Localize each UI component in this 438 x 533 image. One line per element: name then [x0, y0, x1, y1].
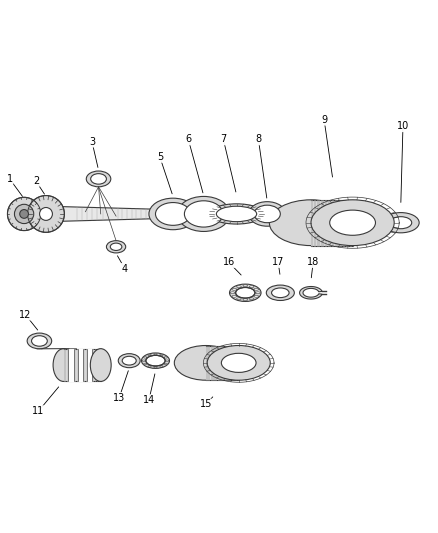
- Ellipse shape: [230, 284, 261, 302]
- Ellipse shape: [32, 336, 47, 346]
- Ellipse shape: [90, 349, 111, 382]
- Text: 11: 11: [32, 406, 45, 416]
- Ellipse shape: [269, 200, 353, 246]
- Ellipse shape: [110, 243, 122, 251]
- Text: 8: 8: [255, 134, 261, 144]
- Text: 2: 2: [33, 176, 39, 186]
- Text: 17: 17: [272, 257, 284, 267]
- Ellipse shape: [177, 197, 230, 231]
- Ellipse shape: [230, 292, 235, 294]
- Ellipse shape: [148, 354, 151, 356]
- Ellipse shape: [142, 360, 145, 361]
- Ellipse shape: [39, 207, 53, 220]
- Ellipse shape: [256, 292, 260, 294]
- Ellipse shape: [154, 367, 157, 368]
- Ellipse shape: [86, 171, 111, 187]
- Ellipse shape: [243, 285, 247, 287]
- Ellipse shape: [216, 206, 257, 222]
- Ellipse shape: [390, 217, 412, 229]
- Ellipse shape: [28, 196, 64, 232]
- Ellipse shape: [53, 349, 74, 382]
- Ellipse shape: [14, 204, 34, 223]
- Text: 6: 6: [185, 134, 191, 144]
- Text: 9: 9: [321, 115, 327, 125]
- Ellipse shape: [144, 364, 147, 365]
- Ellipse shape: [272, 288, 289, 297]
- Ellipse shape: [209, 204, 264, 224]
- FancyBboxPatch shape: [311, 200, 353, 246]
- Text: 18: 18: [307, 257, 319, 267]
- FancyBboxPatch shape: [206, 345, 239, 380]
- Text: 3: 3: [89, 136, 95, 147]
- Ellipse shape: [39, 206, 44, 222]
- Ellipse shape: [236, 287, 255, 298]
- Text: 15: 15: [200, 399, 212, 409]
- Ellipse shape: [249, 286, 254, 288]
- Polygon shape: [300, 287, 322, 299]
- Ellipse shape: [174, 345, 237, 380]
- Ellipse shape: [266, 285, 294, 301]
- Ellipse shape: [122, 356, 136, 365]
- Ellipse shape: [254, 295, 258, 297]
- Ellipse shape: [166, 360, 169, 361]
- Text: 12: 12: [19, 310, 32, 320]
- Ellipse shape: [148, 366, 151, 367]
- Ellipse shape: [254, 288, 258, 290]
- FancyBboxPatch shape: [64, 349, 101, 382]
- Ellipse shape: [382, 213, 419, 233]
- Ellipse shape: [221, 353, 256, 373]
- Text: 16: 16: [223, 257, 235, 267]
- Text: 14: 14: [143, 395, 155, 405]
- Ellipse shape: [160, 366, 163, 367]
- Text: 13: 13: [113, 393, 125, 403]
- Ellipse shape: [164, 364, 167, 365]
- Text: 5: 5: [157, 152, 163, 162]
- Ellipse shape: [7, 197, 41, 231]
- Text: 10: 10: [397, 122, 409, 131]
- Polygon shape: [42, 206, 169, 222]
- Ellipse shape: [232, 288, 237, 290]
- Ellipse shape: [184, 201, 223, 227]
- Ellipse shape: [106, 241, 126, 253]
- Ellipse shape: [20, 209, 28, 219]
- Ellipse shape: [155, 203, 191, 225]
- Ellipse shape: [232, 295, 237, 297]
- Ellipse shape: [330, 210, 375, 235]
- Ellipse shape: [149, 198, 197, 230]
- Ellipse shape: [154, 353, 157, 355]
- Ellipse shape: [91, 174, 106, 184]
- Text: 7: 7: [220, 134, 226, 144]
- Ellipse shape: [118, 354, 140, 368]
- Ellipse shape: [243, 299, 247, 301]
- Ellipse shape: [27, 333, 52, 349]
- Ellipse shape: [144, 357, 147, 358]
- Ellipse shape: [167, 209, 170, 219]
- Text: 1: 1: [7, 174, 13, 184]
- Ellipse shape: [254, 205, 280, 223]
- Ellipse shape: [237, 298, 241, 300]
- Ellipse shape: [249, 201, 286, 226]
- Text: 4: 4: [122, 264, 128, 273]
- Ellipse shape: [237, 286, 241, 288]
- Ellipse shape: [311, 200, 394, 246]
- Ellipse shape: [160, 354, 163, 356]
- Ellipse shape: [249, 298, 254, 300]
- Ellipse shape: [207, 345, 270, 380]
- Ellipse shape: [146, 356, 165, 366]
- Ellipse shape: [164, 357, 167, 358]
- Ellipse shape: [141, 353, 170, 368]
